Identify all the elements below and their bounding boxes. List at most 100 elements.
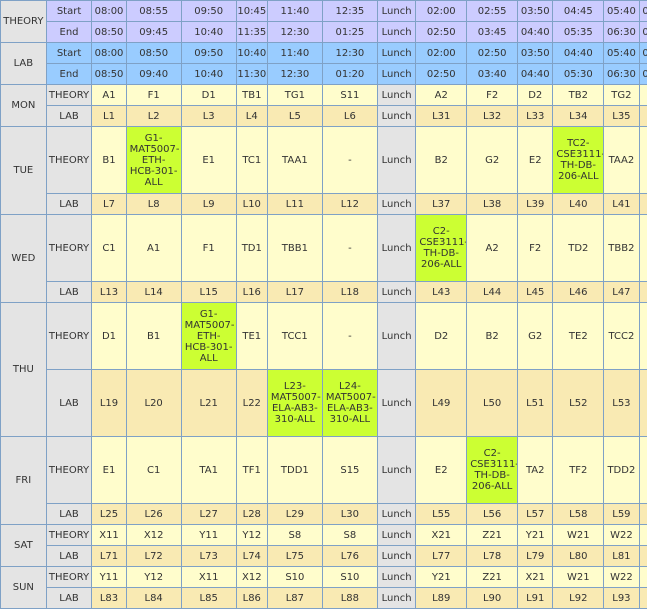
slot-cell[interactable]: X21: [416, 525, 467, 546]
slot-cell[interactable]: L58: [553, 504, 604, 525]
slot-cell[interactable]: L81: [604, 546, 639, 567]
slot-cell[interactable]: L80: [553, 546, 604, 567]
registered-slot-cell[interactable]: C2-CSE3111-TH-DB-206-ALL: [416, 215, 467, 282]
slot-cell[interactable]: D1: [181, 85, 236, 106]
slot-cell[interactable]: TAA2: [604, 127, 639, 194]
slot-cell[interactable]: A1: [92, 85, 126, 106]
slot-cell[interactable]: L11: [267, 194, 322, 215]
slot-cell[interactable]: TCC1: [267, 303, 322, 370]
slot-cell[interactable]: L13: [92, 282, 126, 303]
slot-cell[interactable]: S10: [322, 567, 377, 588]
slot-cell[interactable]: L28: [236, 504, 267, 525]
slot-cell[interactable]: TBB2: [604, 215, 639, 282]
slot-cell[interactable]: D1: [92, 303, 126, 370]
slot-cell[interactable]: L38: [467, 194, 518, 215]
slot-cell[interactable]: L51: [518, 370, 553, 437]
slot-cell[interactable]: S15: [322, 437, 377, 504]
slot-cell[interactable]: TF2: [553, 437, 604, 504]
slot-cell[interactable]: TCC2: [604, 303, 639, 370]
slot-cell[interactable]: W22: [604, 567, 639, 588]
slot-cell[interactable]: L40: [553, 194, 604, 215]
slot-cell[interactable]: L46: [553, 282, 604, 303]
slot-cell[interactable]: L34: [553, 106, 604, 127]
slot-cell[interactable]: S4: [639, 215, 647, 282]
slot-cell[interactable]: L45: [518, 282, 553, 303]
slot-cell[interactable]: A2: [416, 85, 467, 106]
slot-cell[interactable]: D2: [416, 303, 467, 370]
slot-cell[interactable]: Y21: [518, 525, 553, 546]
slot-cell[interactable]: L83: [92, 588, 126, 609]
slot-cell[interactable]: L6: [322, 106, 377, 127]
slot-cell[interactable]: -: [322, 127, 377, 194]
slot-cell[interactable]: L33: [518, 106, 553, 127]
slot-cell[interactable]: TE2: [553, 303, 604, 370]
slot-cell[interactable]: F1: [126, 85, 181, 106]
slot-cell[interactable]: L49: [416, 370, 467, 437]
slot-cell[interactable]: L91: [518, 588, 553, 609]
slot-cell[interactable]: S8: [322, 525, 377, 546]
slot-cell[interactable]: L50: [467, 370, 518, 437]
slot-cell[interactable]: E2: [416, 437, 467, 504]
slot-cell[interactable]: L47: [604, 282, 639, 303]
slot-cell[interactable]: G2: [518, 303, 553, 370]
slot-cell[interactable]: L10: [236, 194, 267, 215]
slot-cell[interactable]: L77: [416, 546, 467, 567]
slot-cell[interactable]: TG2: [604, 85, 639, 106]
slot-cell[interactable]: L36: [639, 106, 647, 127]
registered-slot-cell[interactable]: G1-MAT5007-ETH-HCB-301-ALL: [126, 127, 181, 194]
slot-cell[interactable]: L8: [126, 194, 181, 215]
slot-cell[interactable]: L16: [236, 282, 267, 303]
slot-cell[interactable]: L32: [467, 106, 518, 127]
slot-cell[interactable]: Z21: [467, 525, 518, 546]
slot-cell[interactable]: C1: [92, 215, 126, 282]
registered-slot-cell[interactable]: C2-CSE3111-TH-DB-206-ALL: [467, 437, 518, 504]
slot-cell[interactable]: L72: [126, 546, 181, 567]
slot-cell[interactable]: L4: [236, 106, 267, 127]
slot-cell[interactable]: L35: [604, 106, 639, 127]
slot-cell[interactable]: L53: [604, 370, 639, 437]
slot-cell[interactable]: W21: [553, 525, 604, 546]
slot-cell[interactable]: L74: [236, 546, 267, 567]
slot-cell[interactable]: L18: [322, 282, 377, 303]
slot-cell[interactable]: L41: [604, 194, 639, 215]
slot-cell[interactable]: TC1: [236, 127, 267, 194]
slot-cell[interactable]: W21: [553, 567, 604, 588]
slot-cell[interactable]: S2: [639, 303, 647, 370]
slot-cell[interactable]: E2: [518, 127, 553, 194]
slot-cell[interactable]: L27: [181, 504, 236, 525]
slot-cell[interactable]: L56: [467, 504, 518, 525]
slot-cell[interactable]: Z22: [639, 525, 647, 546]
slot-cell[interactable]: Y11: [181, 525, 236, 546]
slot-cell[interactable]: Y21: [416, 567, 467, 588]
slot-cell[interactable]: L57: [518, 504, 553, 525]
slot-cell[interactable]: S11: [322, 85, 377, 106]
slot-cell[interactable]: L14: [126, 282, 181, 303]
slot-cell[interactable]: L31: [416, 106, 467, 127]
slot-cell[interactable]: W22: [604, 525, 639, 546]
slot-cell[interactable]: TG1: [267, 85, 322, 106]
slot-cell[interactable]: B1: [92, 127, 126, 194]
registered-slot-cell[interactable]: L23-MAT5007-ELA-AB3-310-ALL: [267, 370, 322, 437]
slot-cell[interactable]: L37: [416, 194, 467, 215]
slot-cell[interactable]: TAA1: [267, 127, 322, 194]
slot-cell[interactable]: E1: [92, 437, 126, 504]
slot-cell[interactable]: L9: [181, 194, 236, 215]
slot-cell[interactable]: TA2: [518, 437, 553, 504]
slot-cell[interactable]: L7: [92, 194, 126, 215]
slot-cell[interactable]: B2: [416, 127, 467, 194]
slot-cell[interactable]: E1: [181, 127, 236, 194]
slot-cell[interactable]: B1: [126, 303, 181, 370]
slot-cell[interactable]: Z22: [639, 567, 647, 588]
slot-cell[interactable]: L1: [92, 106, 126, 127]
slot-cell[interactable]: TDD2: [604, 437, 639, 504]
slot-cell[interactable]: L48: [639, 282, 647, 303]
slot-cell[interactable]: L3: [181, 106, 236, 127]
slot-cell[interactable]: TF1: [236, 437, 267, 504]
slot-cell[interactable]: -: [322, 303, 377, 370]
slot-cell[interactable]: TD2: [553, 215, 604, 282]
slot-cell[interactable]: L39: [518, 194, 553, 215]
slot-cell[interactable]: L15: [181, 282, 236, 303]
slot-cell[interactable]: L78: [467, 546, 518, 567]
slot-cell[interactable]: C1: [126, 437, 181, 504]
slot-cell[interactable]: L87: [267, 588, 322, 609]
